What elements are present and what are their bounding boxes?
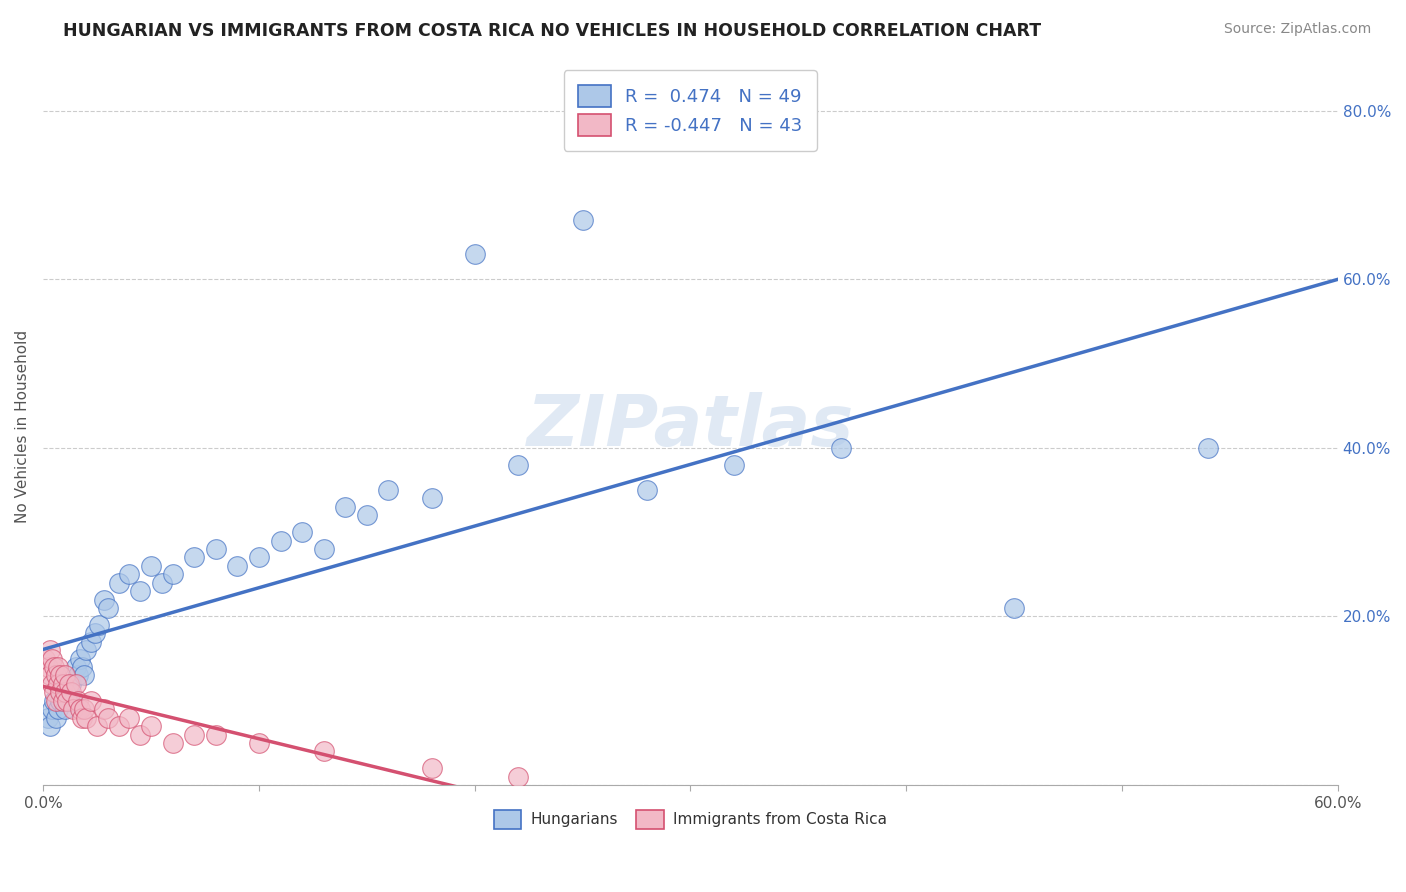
Point (46, 660, 69, 674)
Y-axis label: No Vehicles in Household: No Vehicles in Household (15, 330, 30, 524)
Point (52, 694, 75, 708)
Point (69, 702, 91, 716)
Point (270, 533, 292, 548)
Point (464, 247, 486, 261)
Point (183, 550, 205, 565)
Point (204, 727, 226, 741)
Point (84, 626, 107, 640)
Point (118, 567, 141, 582)
Point (45, 694, 67, 708)
Point (49, 685, 72, 699)
Point (65, 677, 87, 691)
Point (247, 550, 270, 565)
Point (60, 685, 83, 699)
Point (73, 668, 96, 682)
Point (62, 702, 84, 716)
Point (356, 508, 378, 523)
Point (34, 651, 56, 665)
Point (129, 584, 152, 599)
Legend: Hungarians, Immigrants from Costa Rica: Hungarians, Immigrants from Costa Rica (488, 804, 893, 835)
Point (52, 677, 75, 691)
Point (41, 677, 63, 691)
Point (75, 711, 97, 725)
Point (93, 592, 115, 607)
Point (65, 660, 87, 674)
Text: HUNGARIAN VS IMMIGRANTS FROM COSTA RICA NO VEHICLES IN HOUSEHOLD CORRELATION CHA: HUNGARIAN VS IMMIGRANTS FROM COSTA RICA … (63, 22, 1042, 40)
Point (506, 458, 529, 472)
Point (183, 727, 205, 741)
Point (506, 770, 529, 784)
Point (1197, 441, 1219, 455)
Point (70, 660, 93, 674)
Point (69, 651, 91, 665)
Point (1002, 601, 1025, 615)
Point (79, 694, 101, 708)
Point (420, 761, 443, 775)
Point (41, 651, 63, 665)
Point (335, 500, 357, 514)
Point (46, 677, 69, 691)
Point (97, 711, 120, 725)
Point (830, 441, 852, 455)
Point (66, 668, 89, 682)
Point (204, 542, 226, 557)
Point (56, 694, 79, 708)
Point (46, 702, 69, 716)
Point (636, 483, 658, 497)
Point (49, 694, 72, 708)
Point (53, 702, 76, 716)
Point (42, 694, 65, 708)
Point (37, 711, 59, 725)
Point (49, 668, 72, 682)
Point (420, 491, 443, 506)
Point (312, 744, 335, 758)
Point (118, 711, 141, 725)
Point (75, 643, 97, 657)
Point (45, 668, 67, 682)
Point (377, 483, 399, 497)
Point (41, 702, 63, 716)
Point (38, 643, 60, 657)
Point (66, 694, 89, 708)
Point (107, 719, 129, 733)
Point (45, 711, 67, 725)
Point (226, 558, 249, 573)
Point (129, 727, 152, 741)
Point (42, 660, 65, 674)
Point (70, 711, 93, 725)
Point (53, 668, 76, 682)
Point (62, 694, 84, 708)
Point (58, 677, 80, 691)
Point (56, 694, 79, 708)
Point (247, 736, 270, 750)
Point (58, 685, 80, 699)
Point (150, 575, 173, 590)
Point (37, 660, 59, 674)
Point (162, 567, 184, 582)
Point (312, 542, 335, 557)
Point (42, 685, 65, 699)
Text: Source: ZipAtlas.com: Source: ZipAtlas.com (1223, 22, 1371, 37)
Point (38, 719, 60, 733)
Point (139, 719, 162, 733)
Point (79, 634, 101, 648)
Point (38, 668, 60, 682)
Text: ZIPatlas: ZIPatlas (527, 392, 853, 461)
Point (89, 618, 111, 632)
Point (97, 601, 120, 615)
Point (107, 575, 129, 590)
Point (723, 458, 745, 472)
Point (93, 702, 115, 716)
Point (571, 213, 593, 227)
Point (139, 558, 162, 573)
Point (86, 719, 108, 733)
Point (60, 677, 83, 691)
Point (291, 525, 314, 540)
Point (73, 702, 96, 716)
Point (53, 685, 76, 699)
Point (162, 736, 184, 750)
Point (52, 685, 75, 699)
